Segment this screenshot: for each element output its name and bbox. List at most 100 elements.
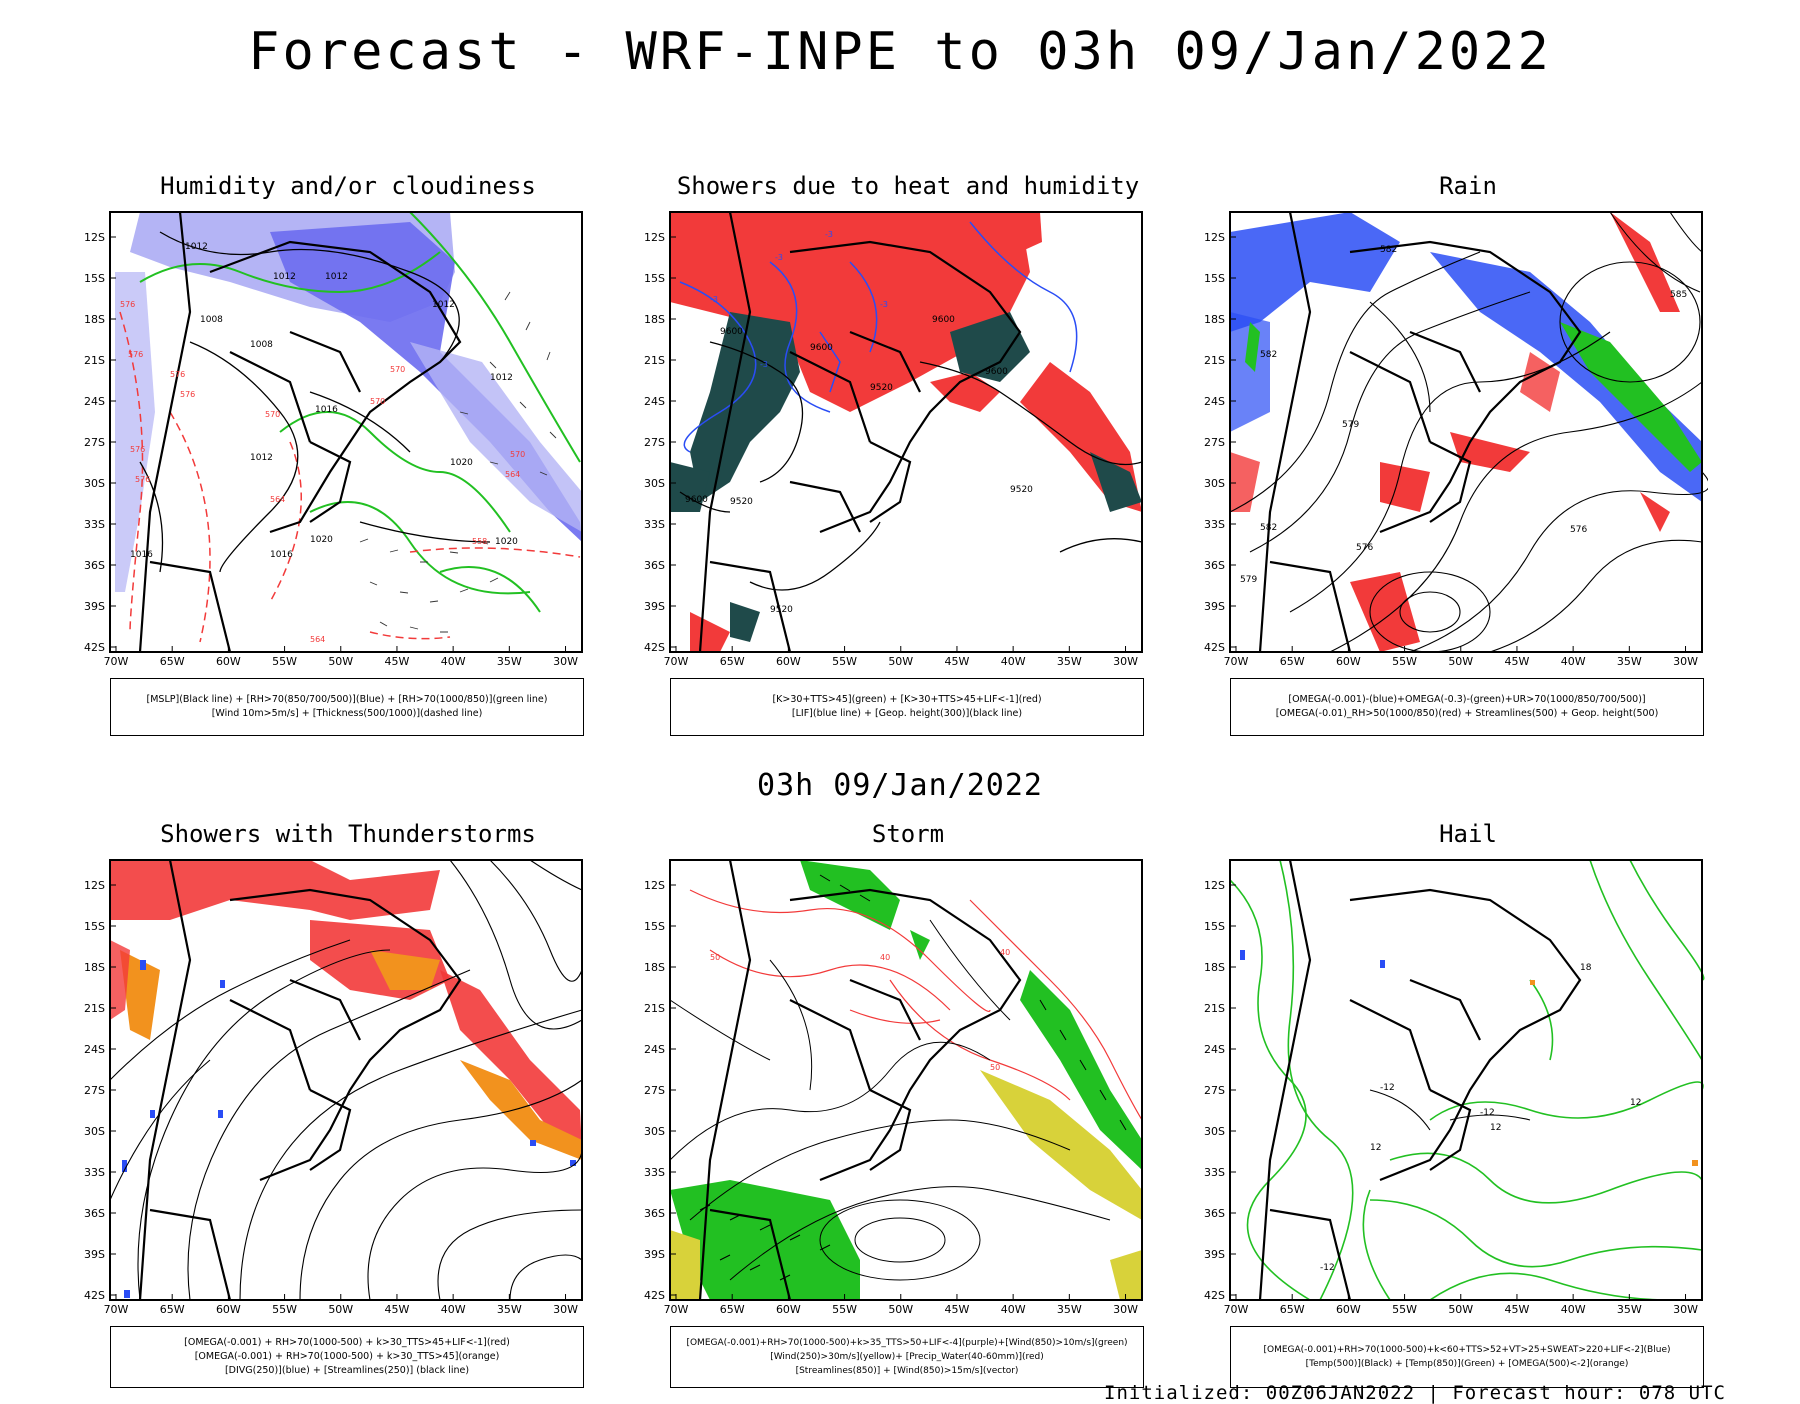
panel-title: Hail (1439, 820, 1497, 848)
contour-label: 576 (1570, 525, 1587, 535)
lon-tick-label: 65W (1280, 1303, 1305, 1316)
lon-tick-label: 60W (776, 1303, 801, 1316)
lon-tick-label: 40W (1561, 1303, 1586, 1316)
lat-tick-label: 30S (644, 477, 665, 490)
lon-tick-label: 60W (1336, 655, 1361, 668)
legend: [OMEGA(-0.001)+RH>70(1000-500)+k>35_TTS>… (670, 1326, 1144, 1388)
lon-tick-label: 50W (328, 1303, 353, 1316)
map-frame: 12S 15S 18S 21S 24S 27S 30S 33S 36S 39S 42S 70W 65W 6… (84, 858, 588, 1328)
footer-init-info: Initialized: 00Z06JAN2022 | Forecast hou… (1104, 1382, 1726, 1404)
lon-tick-label: 45W (385, 655, 410, 668)
lon-tick-label: 70W (664, 655, 689, 668)
legend-line: [DIVG(250)](blue) + [Streamlines(250)] (… (224, 1365, 470, 1376)
thickness-label: 564 (270, 495, 285, 504)
lat-tick-label: 24S (84, 395, 105, 408)
contour-label: 1016 (315, 405, 338, 415)
panel-title: Storm (871, 820, 945, 848)
lat-tick-label: 36S (84, 559, 105, 572)
lat-tick-label: 42S (84, 641, 105, 654)
contour-label: 9600 (810, 343, 833, 353)
lon-tick-label: 35W (1057, 1303, 1082, 1316)
lif-label: -3 (825, 230, 833, 239)
legend-line: [OMEGA(-0.001)+RH>70(1000-500)+k<60+TTS>… (1263, 1345, 1671, 1355)
lon-tick-label: 50W (888, 1303, 913, 1316)
lat-tick-label: 42S (644, 641, 665, 654)
map-frame: 9600 9600 9600 9520 9600 9600 9520 9520 … (644, 210, 1148, 680)
contour-label: 579 (1240, 575, 1257, 585)
thickness-label: 570 (390, 365, 405, 374)
lat-tick-label: 18S (1204, 313, 1225, 326)
lif-label: -3 (880, 300, 888, 309)
lat-tick-label: 42S (1204, 1289, 1225, 1302)
lon-tick-label: 65W (720, 1303, 745, 1316)
contour-label: 1012 (273, 272, 296, 282)
lat-tick-label: 27S (644, 436, 665, 449)
contour-label: 1008 (200, 315, 223, 325)
lat-tick-label: 21S (644, 354, 665, 367)
contour-label: -12 (1380, 1083, 1395, 1093)
lon-tick-label: 40W (1001, 1303, 1026, 1316)
lon-tick-label: 55W (832, 655, 857, 668)
lif-label: -3 (710, 295, 718, 304)
lon-tick-label: 65W (160, 655, 185, 668)
lon-tick-label: 45W (385, 1303, 410, 1316)
legend-line: [K>30+TTS>45](green) + [K>30+TTS>45+LIF<… (772, 694, 1042, 705)
legend: [OMEGA(-0.001)+RH>70(1000-500)+k<60+TTS>… (1230, 1326, 1704, 1388)
thickness-label: 576 (180, 390, 195, 399)
map-frame: 50 40 50 40 12S 15S 18S 21S 24S 27S 30S 33S 36S 3… (644, 858, 1148, 1328)
lif-label: -3 (760, 360, 768, 369)
lon-tick-label: 30W (1673, 1303, 1698, 1316)
thickness-label: 570 (265, 410, 280, 419)
map-frame: -12 -12 12 18 12 12 -12 12S 15S 18S 21S 24S 2… (1204, 858, 1708, 1328)
lat-tick-label: 24S (1204, 1043, 1225, 1056)
panel-title: Humidity and/or cloudiness (160, 172, 536, 200)
thickness-label: 576 (170, 370, 185, 379)
lon-tick-label: 55W (1392, 1303, 1417, 1316)
contour-label: 40 (880, 953, 890, 962)
main-title: Forecast - WRF-INPE to 03h 09/Jan/2022 (248, 22, 1552, 82)
lat-tick-label: 21S (644, 1002, 665, 1015)
lon-tick-label: 70W (104, 655, 129, 668)
lat-tick-label: 39S (84, 1248, 105, 1261)
map-frame: 1012 1012 1012 1012 1008 1008 1016 1012 … (84, 210, 588, 680)
lat-tick-label: 18S (644, 313, 665, 326)
lon-tick-label: 30W (553, 1303, 578, 1316)
lon-tick-label: 65W (160, 1303, 185, 1316)
lat-tick-label: 12S (84, 879, 105, 892)
lif-label: -3 (775, 253, 783, 262)
lat-tick-label: 12S (1204, 879, 1225, 892)
contour-label: 1012 (250, 453, 273, 463)
contour-label: 585 (1670, 290, 1687, 300)
lon-tick-label: 60W (1336, 1303, 1361, 1316)
lat-tick-label: 15S (84, 272, 105, 285)
lat-tick-label: 36S (1204, 559, 1225, 572)
lat-tick-label: 15S (84, 920, 105, 933)
lon-tick-label: 40W (441, 1303, 466, 1316)
contour-label: 50 (990, 1063, 1000, 1072)
contour-label: 9600 (720, 327, 743, 337)
lon-tick-label: 55W (272, 655, 297, 668)
lat-tick-label: 36S (1204, 1207, 1225, 1220)
lat-tick-label: 36S (644, 1207, 665, 1220)
contour-label: 12 (1630, 1098, 1641, 1108)
lat-tick-label: 33S (644, 1166, 665, 1179)
lat-tick-label: 18S (84, 961, 105, 974)
lon-tick-label: 55W (272, 1303, 297, 1316)
panel-title: Showers due to heat and humidity (676, 172, 1140, 200)
lat-tick-label: 18S (84, 313, 105, 326)
lon-tick-label: 50W (1448, 1303, 1473, 1316)
contour-label: 1020 (450, 458, 473, 468)
contour-label: 1012 (432, 300, 455, 310)
lat-tick-label: 15S (1204, 920, 1225, 933)
lon-tick-label: 30W (1113, 655, 1138, 668)
lon-tick-label: 45W (945, 655, 970, 668)
lat-tick-label: 36S (84, 1207, 105, 1220)
lat-tick-label: 18S (644, 961, 665, 974)
lat-tick-label: 33S (644, 518, 665, 531)
contour-label: 9520 (770, 605, 793, 615)
lon-tick-label: 70W (1224, 1303, 1249, 1316)
lon-tick-label: 35W (497, 1303, 522, 1316)
